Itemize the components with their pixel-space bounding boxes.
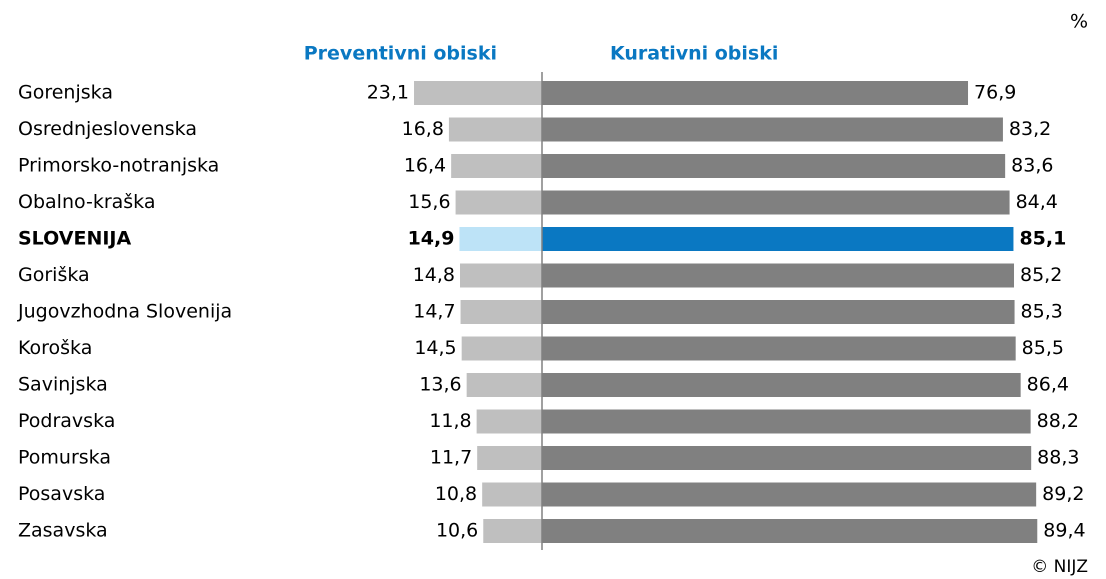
category-label: Pomurska xyxy=(18,447,111,469)
value-label: 88,3 xyxy=(1037,447,1079,469)
value-label: 89,4 xyxy=(1043,520,1085,542)
value-label: 85,3 xyxy=(1021,301,1063,323)
value-label: 85,2 xyxy=(1020,264,1062,286)
value-label: 85,1 xyxy=(1019,228,1066,250)
bar-preventive xyxy=(461,336,542,361)
source: © NIJZ xyxy=(1031,557,1088,577)
category-label: Obalno-kraška xyxy=(18,191,155,213)
value-label: 10,6 xyxy=(436,520,478,542)
bar-preventive xyxy=(451,154,542,178)
value-label: 13,6 xyxy=(419,374,461,396)
bar-preventive xyxy=(460,263,542,288)
value-label: 89,2 xyxy=(1042,483,1084,505)
bar-curative xyxy=(542,446,1032,470)
value-label: 10,8 xyxy=(435,483,477,505)
value-label: 84,4 xyxy=(1016,191,1058,213)
category-label: Gorenjska xyxy=(18,82,113,104)
value-label: 88,2 xyxy=(1037,410,1079,432)
bar-curative xyxy=(542,300,1015,324)
value-label: 86,4 xyxy=(1027,374,1069,396)
bar-preventive xyxy=(448,117,542,142)
bar-preventive xyxy=(455,190,542,215)
value-label: 85,5 xyxy=(1022,337,1064,359)
value-label: 14,7 xyxy=(413,301,455,323)
bar-curative xyxy=(542,190,1010,215)
value-label: 11,8 xyxy=(429,410,471,432)
unit-label: % xyxy=(1070,11,1088,33)
legend-left: Preventivni obiski xyxy=(304,43,497,65)
value-label: 76,9 xyxy=(974,82,1016,104)
category-label: Podravska xyxy=(18,410,115,432)
value-label: 83,2 xyxy=(1009,118,1051,140)
value-label: 16,4 xyxy=(404,155,446,177)
category-label: Koroška xyxy=(18,337,92,359)
value-label: 16,8 xyxy=(402,118,444,140)
value-label: 14,9 xyxy=(408,228,455,250)
value-label: 14,8 xyxy=(413,264,455,286)
bar-curative xyxy=(542,519,1038,543)
bar-curative xyxy=(542,227,1014,251)
category-label: Posavska xyxy=(18,483,105,505)
bar-preventive xyxy=(459,227,542,251)
bar-preventive xyxy=(482,482,542,507)
bar-preventive xyxy=(460,300,542,324)
value-label: 23,1 xyxy=(367,82,409,104)
value-label: 14,5 xyxy=(414,337,456,359)
category-label: Zasavska xyxy=(18,520,108,542)
bar-preventive xyxy=(477,446,542,470)
value-label: 83,6 xyxy=(1011,155,1053,177)
bar-preventive xyxy=(483,519,542,543)
bar-curative xyxy=(542,117,1003,142)
bar-preventive xyxy=(466,373,542,397)
bar-curative xyxy=(542,154,1006,178)
bar-curative xyxy=(542,81,969,105)
category-label: Osrednjeslovenska xyxy=(18,118,197,140)
category-label: SLOVENIJA xyxy=(18,228,131,250)
bar-curative xyxy=(542,373,1021,397)
bar-curative xyxy=(542,263,1015,288)
category-label: Primorsko-notranjska xyxy=(18,155,219,177)
value-label: 11,7 xyxy=(430,447,472,469)
category-label: Savinjska xyxy=(18,374,108,396)
bar-curative xyxy=(542,336,1016,361)
bar-curative xyxy=(542,409,1031,434)
legend-right: Kurativni obiski xyxy=(610,43,778,65)
bar-preventive xyxy=(476,409,542,434)
bar-curative xyxy=(542,482,1037,507)
category-label: Goriška xyxy=(18,264,90,286)
value-label: 15,6 xyxy=(408,191,450,213)
bar-preventive xyxy=(414,81,542,105)
category-label: Jugovzhodna Slovenija xyxy=(17,301,232,323)
